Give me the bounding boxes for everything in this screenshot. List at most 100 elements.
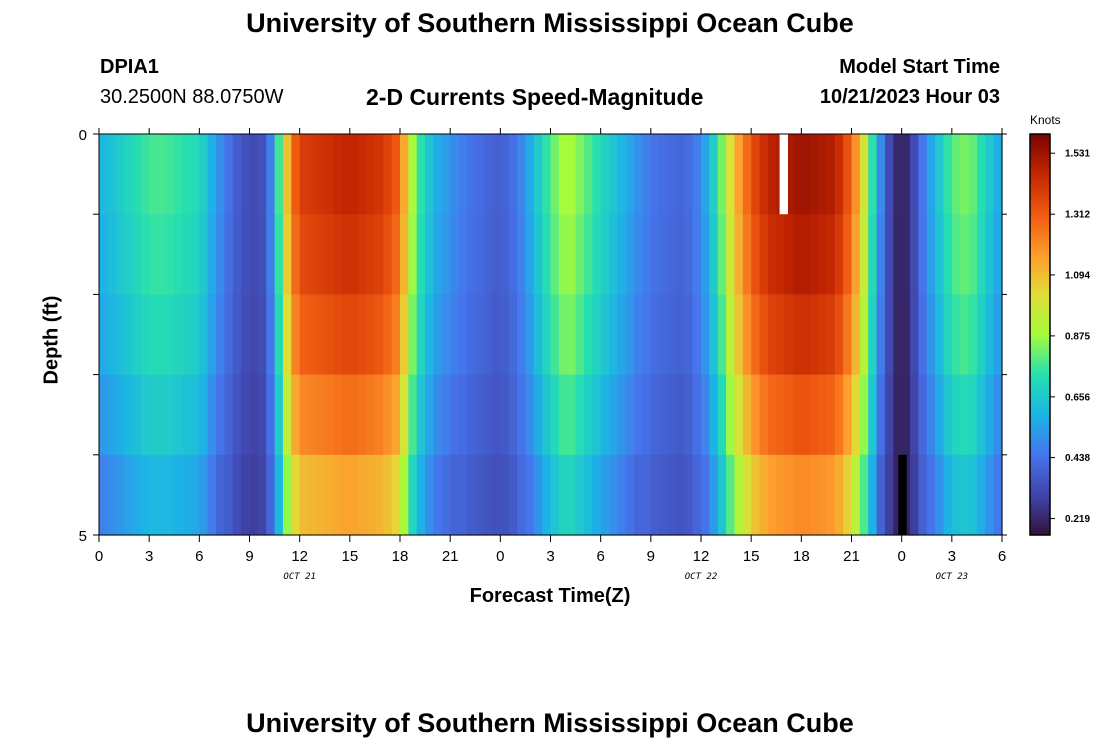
heatmap-cell [433, 134, 443, 215]
heatmap-cell [784, 454, 794, 536]
heatmap-cell [935, 374, 945, 456]
heatmap-cell [425, 374, 435, 456]
heatmap-cell [140, 374, 150, 456]
heatmap-cell [483, 214, 493, 295]
heatmap-cell [299, 214, 309, 295]
heatmap-cell [600, 134, 610, 215]
heatmap-cell [466, 134, 476, 215]
heatmap-cell [374, 374, 384, 456]
heatmap-cell [910, 134, 919, 215]
heatmap-cell [165, 214, 175, 295]
heatmap-cell [190, 214, 200, 295]
heatmap-cell [884, 134, 894, 215]
heatmap-cell [374, 134, 384, 215]
heatmap-cell [199, 214, 209, 295]
heatmap-cell [542, 214, 552, 295]
heatmap-cell [893, 374, 903, 456]
x-tick-label: 0 [95, 548, 103, 565]
heatmap-cell [174, 214, 184, 295]
heatmap-cell [659, 374, 669, 456]
heatmap-cell [709, 374, 719, 456]
heatmap-cell [149, 134, 159, 215]
heatmap-cell [592, 134, 602, 215]
heatmap-cell [851, 374, 861, 456]
heatmap-cell [968, 134, 978, 215]
heatmap-cell [884, 454, 894, 536]
heatmap-cell [767, 454, 777, 536]
heatmap-cell [466, 294, 476, 376]
heatmap-cell [458, 214, 468, 295]
heatmap-cell [625, 294, 635, 376]
heatmap-cell [776, 294, 786, 376]
y-tick-label: 5 [79, 528, 87, 545]
heatmap-cell [968, 214, 978, 295]
heatmap-cell [834, 454, 844, 536]
heatmap-cell [583, 294, 593, 376]
heatmap-cell [625, 374, 635, 456]
heatmap-cell [282, 294, 292, 376]
heatmap-cell [282, 214, 292, 295]
heatmap-cell [207, 294, 217, 376]
heatmap-cell [517, 454, 527, 536]
heatmap-cell [609, 374, 618, 456]
heatmap-cell [525, 294, 535, 376]
heatmap-cell [450, 374, 460, 456]
heatmap-cell [910, 294, 919, 376]
heatmap-cell [341, 374, 351, 456]
heatmap-cell [383, 134, 393, 215]
heatmap-cell [734, 294, 744, 376]
heatmap-gap-cell [779, 134, 788, 215]
heatmap-cell [400, 294, 409, 376]
heatmap-cell [216, 374, 226, 456]
heatmap-cell [734, 374, 744, 456]
heatmap-gap-cell [898, 454, 907, 535]
heatmap-cell [701, 374, 710, 456]
heatmap-cell [926, 454, 936, 536]
heatmap-cell [592, 214, 602, 295]
heatmap-cell [575, 454, 585, 536]
heatmap-cell [165, 294, 175, 376]
x-tick-label: 6 [195, 548, 203, 565]
heatmap-cell [650, 294, 660, 376]
colorbar-ticks: 0.219 0.438 0.656 0.875 1.094 1.312 1.531 [1050, 149, 1090, 525]
heatmap-cell [308, 134, 317, 215]
heatmap-cell [642, 374, 652, 456]
heatmap-cell [400, 134, 409, 215]
heatmap-cell [232, 214, 242, 295]
heatmap-cell [809, 454, 819, 536]
heatmap-cell [575, 374, 585, 456]
model-start-label: Model Start Time [839, 56, 1000, 78]
heatmap-cell [458, 294, 468, 376]
heatmap-cell [859, 214, 869, 295]
heatmap-cell [859, 374, 869, 456]
heatmap-cell [893, 294, 903, 376]
heatmap-cell [299, 374, 309, 456]
heatmap-cell [993, 294, 1003, 376]
heatmap-cell [291, 294, 301, 376]
heatmap-cell [274, 454, 284, 536]
heatmap-cell [926, 374, 936, 456]
x-tick-label: 12 [291, 548, 308, 565]
heatmap-cell [717, 134, 727, 215]
heatmap-cell [241, 214, 251, 295]
heatmap-cell [876, 294, 886, 376]
heatmap-cell [592, 294, 602, 376]
heatmap-cell [107, 294, 117, 376]
heatmap-cell [458, 374, 468, 456]
heatmap-cell [667, 454, 677, 536]
heatmap-cell [667, 374, 677, 456]
x-tick-label: 6 [596, 548, 604, 565]
heatmap-cell [642, 134, 652, 215]
heatmap-cell [993, 454, 1003, 536]
heatmap-cell [709, 454, 719, 536]
heatmap-cell [759, 454, 769, 536]
heatmap-cell [257, 454, 267, 536]
heatmap-cell [391, 134, 401, 215]
x-tick-label: 15 [743, 548, 760, 565]
heatmap-cell [517, 214, 527, 295]
heatmap-cell [617, 454, 627, 536]
heatmap-cell [400, 454, 409, 536]
heatmap-cell [224, 294, 234, 376]
heatmap-cell [266, 134, 276, 215]
